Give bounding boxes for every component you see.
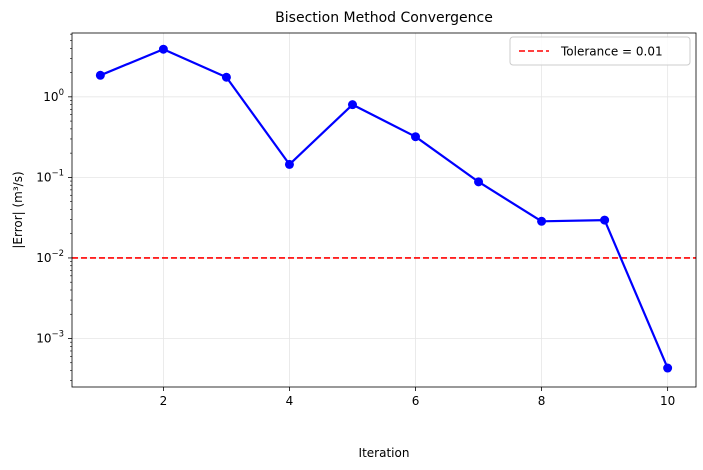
y-tick-label: 100 [43,88,64,104]
legend-label-tolerance: Tolerance = 0.01 [560,45,663,59]
data-point [221,72,231,82]
x-tick-label: 10 [660,394,675,408]
data-point [537,216,547,226]
data-point [347,100,357,110]
x-tick-label: 2 [160,394,168,408]
x-axis-label: Iteration [359,446,410,460]
data-point [474,177,484,187]
x-axis-ticks: 2 4 6 8 10 [160,387,675,408]
legend: Tolerance = 0.01 [509,36,691,66]
y-tick-label: 10−2 [36,249,64,265]
plot-frame [71,32,697,388]
y-axis-ticks: 10−3 10−2 10−1 100 [36,33,72,381]
series-line [99,48,669,369]
legend-box [509,36,691,66]
grid [72,33,696,387]
x-tick-label: 6 [412,394,420,408]
chart-title: Bisection Method Convergence [275,10,493,26]
data-point [95,70,105,80]
data-point [158,44,168,54]
y-tick-label: 10−3 [36,330,64,346]
y-tick-label: 10−1 [36,168,64,184]
x-tick-label: 4 [286,394,294,408]
data-point [600,215,610,225]
data-point [663,363,673,373]
y-axis-label: |Error| (m³/s) [11,171,25,248]
series-layer [95,44,673,373]
x-tick-label: 8 [538,394,546,408]
data-point [411,132,421,142]
data-point [284,159,294,169]
